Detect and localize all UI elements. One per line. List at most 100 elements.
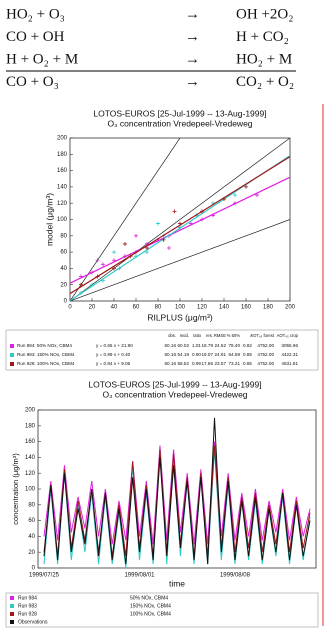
scatter-point (167, 246, 171, 251)
scatter-point (95, 258, 100, 263)
x-tick-label: 200 (285, 305, 296, 311)
scatter-point (172, 209, 177, 214)
x-axis-label: time (169, 578, 185, 588)
stats-cell: 0.85 (243, 352, 252, 357)
legend-box (5, 329, 319, 371)
legend-description: 100% NOx, CBM4 (130, 611, 171, 617)
x-tick-label: 140 (219, 305, 230, 311)
y-tick-label: 100 (25, 487, 36, 493)
legend-swatch (10, 353, 14, 357)
reaction-arrow: → (185, 74, 200, 90)
stats-cell: 24.52 (215, 343, 227, 348)
x-axis-label: RILPLUS (μg/m³) (147, 312, 213, 322)
reaction-right: HO₂ + M (236, 51, 292, 67)
scatter-point (244, 184, 248, 189)
stats-cell: 19.07 (202, 352, 214, 357)
plot-area (70, 138, 290, 301)
y-tick-label: 100 (57, 217, 68, 223)
legend-label: Run 928 (18, 611, 37, 617)
stats-cell: 60.16 (165, 352, 177, 357)
y-tick-label: 20 (28, 550, 35, 556)
reaction-left: HO₂ + O₃ (6, 6, 65, 22)
stats-header: mod. (180, 333, 189, 338)
y-tick-label: 160 (57, 168, 68, 174)
x-tick-label: 40 (111, 305, 118, 311)
x-tick-label: 100 (175, 305, 186, 311)
legend-description: 50% NOx, CBM4 (130, 595, 168, 601)
y-tick-label: 200 (57, 136, 68, 142)
x-tick-label: 20 (89, 305, 96, 311)
legend-label: Run 983 (18, 603, 37, 609)
stats-cell: 73.21 (229, 361, 241, 366)
y-tick-label: 80 (60, 233, 67, 239)
y-tick-label: 40 (60, 266, 67, 272)
scatter-point (79, 282, 83, 287)
y-tick-label: 60 (60, 250, 67, 256)
scatter-point (233, 193, 237, 198)
legend-label: Run 928: 100% NOx, CBM4 (17, 361, 75, 366)
y-axis-label: model (μg/m³) (44, 193, 54, 246)
legend-description: 150% NOx, CBM4 (130, 603, 171, 609)
stats-cell: 4752.00 (257, 343, 274, 348)
y-tick-label: 140 (25, 455, 36, 461)
x-tick-label: 1999/08/08 (220, 573, 251, 579)
stats-cell: 4752.00 (257, 361, 274, 366)
scatter-point (123, 241, 127, 246)
stats-cell: 17.86 (202, 361, 214, 366)
y-tick-label: 200 (25, 408, 36, 414)
chart-subtitle: O₃ concentration Vredepeel-Vredeweg (102, 389, 247, 399)
stats-cell: 0.90 (192, 352, 201, 357)
stats-cell: 18.79 (202, 343, 214, 348)
x-tick-label: 1999/08/01 (124, 573, 155, 579)
series-line (43, 441, 311, 545)
legend-label: Run 984: 50% NOx, CBM4 (17, 343, 72, 348)
stats-header: obs. (168, 333, 176, 338)
stats-cell: 0.85 (243, 361, 252, 366)
reaction-arrow: → (185, 51, 200, 67)
legend-swatch (10, 362, 14, 366)
reference-line (70, 138, 181, 301)
reaction-arrow: → (185, 6, 200, 22)
stats-header: AOT₄₀ forest (250, 333, 275, 338)
x-tick-label: 120 (197, 305, 208, 311)
series-line (43, 417, 311, 565)
chart-title: LOTOS-EUROS [25-Jul-1999 -- 13-Aug-1999] (93, 108, 266, 118)
legend-swatch (10, 620, 14, 624)
x-tick-label: 80 (155, 305, 162, 311)
y-tick-label: 160 (25, 439, 36, 445)
stats-cell: 0.99 (192, 361, 201, 366)
stats-header: % 50% (227, 333, 241, 338)
fit-label: y = 0.65 x + 21.90 (96, 343, 133, 348)
stats-cell: 60.16 (165, 343, 177, 348)
scatter-point (101, 262, 105, 267)
y-tick-label: 180 (25, 423, 36, 429)
scatter-point (145, 246, 149, 251)
stats-cell: 0.82 (243, 343, 252, 348)
stats-header: res. (206, 333, 213, 338)
legend-swatch (10, 596, 14, 600)
y-tick-label: 120 (57, 201, 68, 207)
stats-cell: 4531.81 (281, 361, 298, 366)
legend-label: Observations (18, 619, 48, 625)
stats-cell: 1.01 (192, 343, 201, 348)
chart-title: LOTOS-EUROS [25-Jul-1999 -- 13-Aug-1999] (88, 379, 261, 389)
scatter-point (112, 250, 116, 255)
legend-swatch (10, 604, 14, 608)
y-tick-label: 0 (64, 299, 68, 305)
reaction-left: CO + O₃ (6, 74, 59, 90)
x-tick-label: 180 (263, 305, 274, 311)
fit-label: y = 0.89 x + 0.40 (96, 352, 131, 357)
stats-header: AOT₄₀ crop (277, 333, 299, 338)
reaction-left: H + O₂ + M (6, 51, 78, 67)
x-tick-label: 0 (68, 305, 72, 311)
scatter-point (156, 221, 160, 226)
fit-line (70, 156, 290, 295)
reference-line (70, 219, 290, 301)
fit-line (70, 176, 290, 284)
legend-box (5, 592, 319, 628)
scatter-point (134, 233, 138, 238)
scatter-point (161, 237, 166, 242)
legend-swatch (10, 344, 14, 348)
legend-label: Run 983: 150% NOx, CBM4 (17, 352, 75, 357)
